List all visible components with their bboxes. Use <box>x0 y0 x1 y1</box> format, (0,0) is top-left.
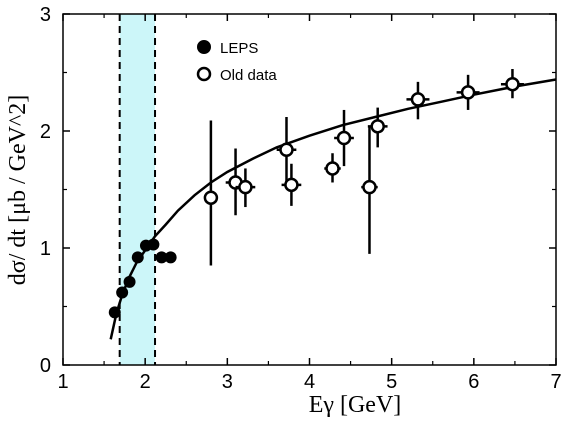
old-data-point-9 <box>367 107 388 148</box>
old-data-point-8 <box>361 127 378 254</box>
leps-point-2 <box>116 286 129 299</box>
y-tick-label: 3 <box>40 4 51 26</box>
old-data-point-10 <box>406 81 430 120</box>
old-data-point-1 <box>203 120 219 266</box>
legend-leps-label: LEPS <box>220 40 258 57</box>
x-tick-label: 4 <box>304 371 315 393</box>
old-data-marker <box>336 130 352 146</box>
old-data-marker <box>505 76 520 92</box>
fit-curve-layer <box>109 78 557 340</box>
x-axis-label: Eγ [GeV] <box>309 392 402 418</box>
y-tick-label: 2 <box>40 121 51 143</box>
old-data-point-5 <box>281 163 302 206</box>
leps-point-4 <box>131 251 144 264</box>
old-data-marker <box>279 142 294 157</box>
legend-old-data-marker <box>196 66 212 82</box>
old-data-marker <box>362 179 377 195</box>
x-tick-label: 6 <box>468 371 479 393</box>
leps-point-8 <box>164 251 177 264</box>
old-data-marker <box>325 161 340 176</box>
old-data-marker <box>238 179 253 195</box>
y-axis-label: dσ/ dt [μb / GeV^2] <box>5 95 31 285</box>
x-tick-label: 5 <box>386 371 397 393</box>
legend-old-data-label: Old data <box>220 67 277 84</box>
old-data-marker <box>284 177 299 193</box>
old-data-point-7 <box>334 109 354 167</box>
old-data-marker <box>410 92 426 107</box>
y-tick-label: 1 <box>40 238 51 260</box>
legend: LEPS Old data <box>196 40 277 84</box>
old-data-marker <box>370 119 385 134</box>
data-points-layer <box>108 68 524 319</box>
shaded-band <box>119 14 156 365</box>
old-data-point-3 <box>235 168 256 208</box>
leps-point-3 <box>123 275 136 288</box>
x-tick-label: 3 <box>222 371 233 393</box>
old-data-point-6 <box>324 153 341 183</box>
fit-curve <box>109 78 557 340</box>
old-data-marker <box>460 85 476 100</box>
old-data-marker <box>203 190 219 205</box>
leps-point-1 <box>108 306 121 319</box>
x-tick-label: 1 <box>57 371 68 393</box>
old-data-point-12 <box>500 68 524 99</box>
leps-point-7 <box>155 251 168 264</box>
old-data-point-11 <box>456 74 480 110</box>
x-tick-label: 2 <box>140 371 151 393</box>
old-data-point-4 <box>276 116 297 184</box>
legend-leps-marker <box>197 40 211 54</box>
shaded-band-layer <box>118 14 157 365</box>
y-tick-label: 0 <box>40 355 51 377</box>
leps-point-6 <box>147 238 160 251</box>
x-tick-label: 7 <box>550 371 561 393</box>
